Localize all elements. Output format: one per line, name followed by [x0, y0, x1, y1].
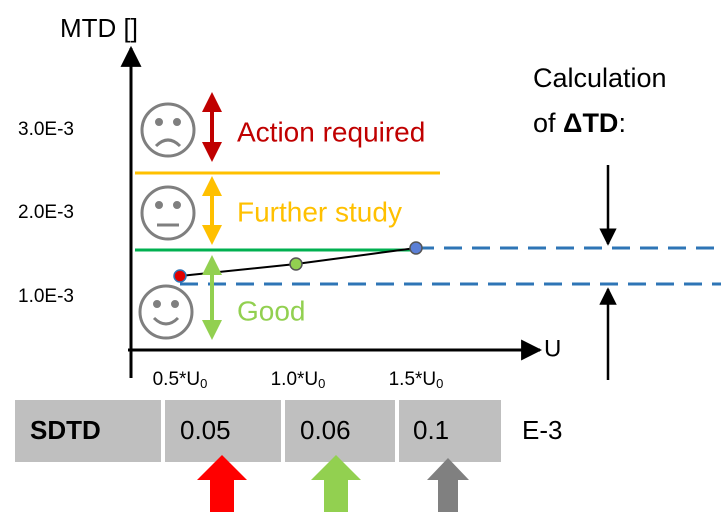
block-arrow: [197, 455, 247, 512]
x-tick-label: 1.0*U0: [271, 369, 326, 391]
face-neutral: [140, 185, 196, 241]
y-axis-label: MTD []: [60, 13, 138, 43]
table-header: SDTD: [30, 415, 101, 445]
table-value: 0.06: [300, 415, 351, 445]
face-happy: [138, 284, 194, 340]
calc-text: Calculation: [533, 63, 667, 93]
zone-label: Further study: [237, 196, 402, 227]
table-cell: [285, 400, 395, 462]
face-sad: [140, 102, 196, 158]
table-cell: [15, 400, 161, 462]
y-tick-label: 3.0E-3: [18, 119, 74, 140]
point: [409, 241, 423, 255]
calc-text: of ΔTD:: [533, 108, 626, 138]
table-value: 0.05: [180, 415, 231, 445]
table-cell: [165, 400, 281, 462]
block-arrow: [427, 458, 469, 512]
block-arrow: [311, 455, 361, 512]
zone-label: Good: [237, 295, 306, 326]
x-tick-label: 0.5*U0: [153, 369, 208, 391]
x-axis-label: U: [544, 335, 561, 362]
y-tick-label: 2.0E-3: [18, 202, 74, 223]
table-unit: E-3: [522, 415, 562, 445]
table-value: 0.1: [413, 415, 449, 445]
x-tick-label: 1.5*U0: [389, 369, 444, 391]
point: [289, 257, 303, 271]
table-cell: [399, 400, 501, 462]
zone-label: Action required: [237, 116, 425, 147]
point: [173, 269, 187, 283]
y-tick-label: 1.0E-3: [18, 286, 74, 307]
